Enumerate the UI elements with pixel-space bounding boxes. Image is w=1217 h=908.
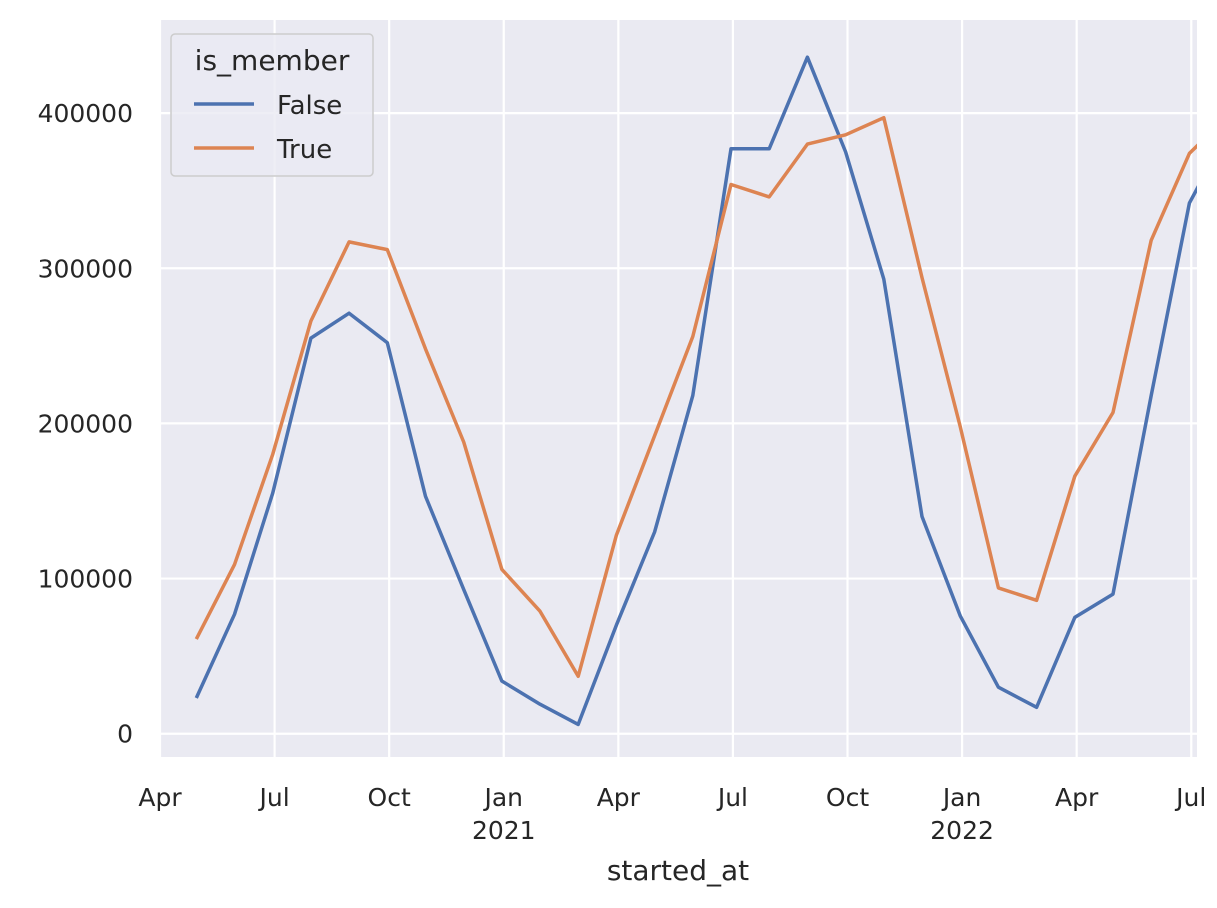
x-tick-label: Jul <box>1174 783 1206 812</box>
x-axis-label: started_at <box>607 854 749 887</box>
x-tick-label: Apr <box>138 783 182 812</box>
series-line-false <box>194 55 1197 727</box>
x-tick-label: Jul <box>716 783 748 812</box>
y-tick-label: 100000 <box>38 565 133 594</box>
x-tick-label: Oct <box>368 783 411 812</box>
x-tick-label: Oct <box>826 783 869 812</box>
legend-box <box>170 33 374 177</box>
legend-title: is_member <box>195 44 350 77</box>
y-tick-label: 400000 <box>38 99 133 128</box>
x-tick-label: Apr <box>1055 783 1099 812</box>
x-tick-label: Jan <box>482 783 523 812</box>
y-tick-label: 0 <box>117 720 133 749</box>
x-tick-year-label: 2021 <box>472 816 536 845</box>
x-tick-label: Jan <box>941 783 982 812</box>
y-tick-label: 300000 <box>38 254 133 283</box>
x-tick-label: Apr <box>597 783 641 812</box>
grid <box>158 20 1197 757</box>
legend-label-true: True <box>276 135 332 165</box>
x-tick-label: Jul <box>257 783 289 812</box>
x-tick-year-label: 2022 <box>930 816 994 845</box>
y-axis: 0 100000 200000 300000 400000 <box>38 99 133 749</box>
series-lines <box>194 55 1197 727</box>
legend-label-false: False <box>277 91 342 121</box>
y-tick-label: 200000 <box>38 409 133 438</box>
x-axis: Apr Jul Oct Jan 2021 Apr Jul Oct Jan 2022 Apr Jul <box>138 783 1206 845</box>
legend: is_member False True <box>170 33 374 177</box>
series-line-true <box>194 115 1197 679</box>
